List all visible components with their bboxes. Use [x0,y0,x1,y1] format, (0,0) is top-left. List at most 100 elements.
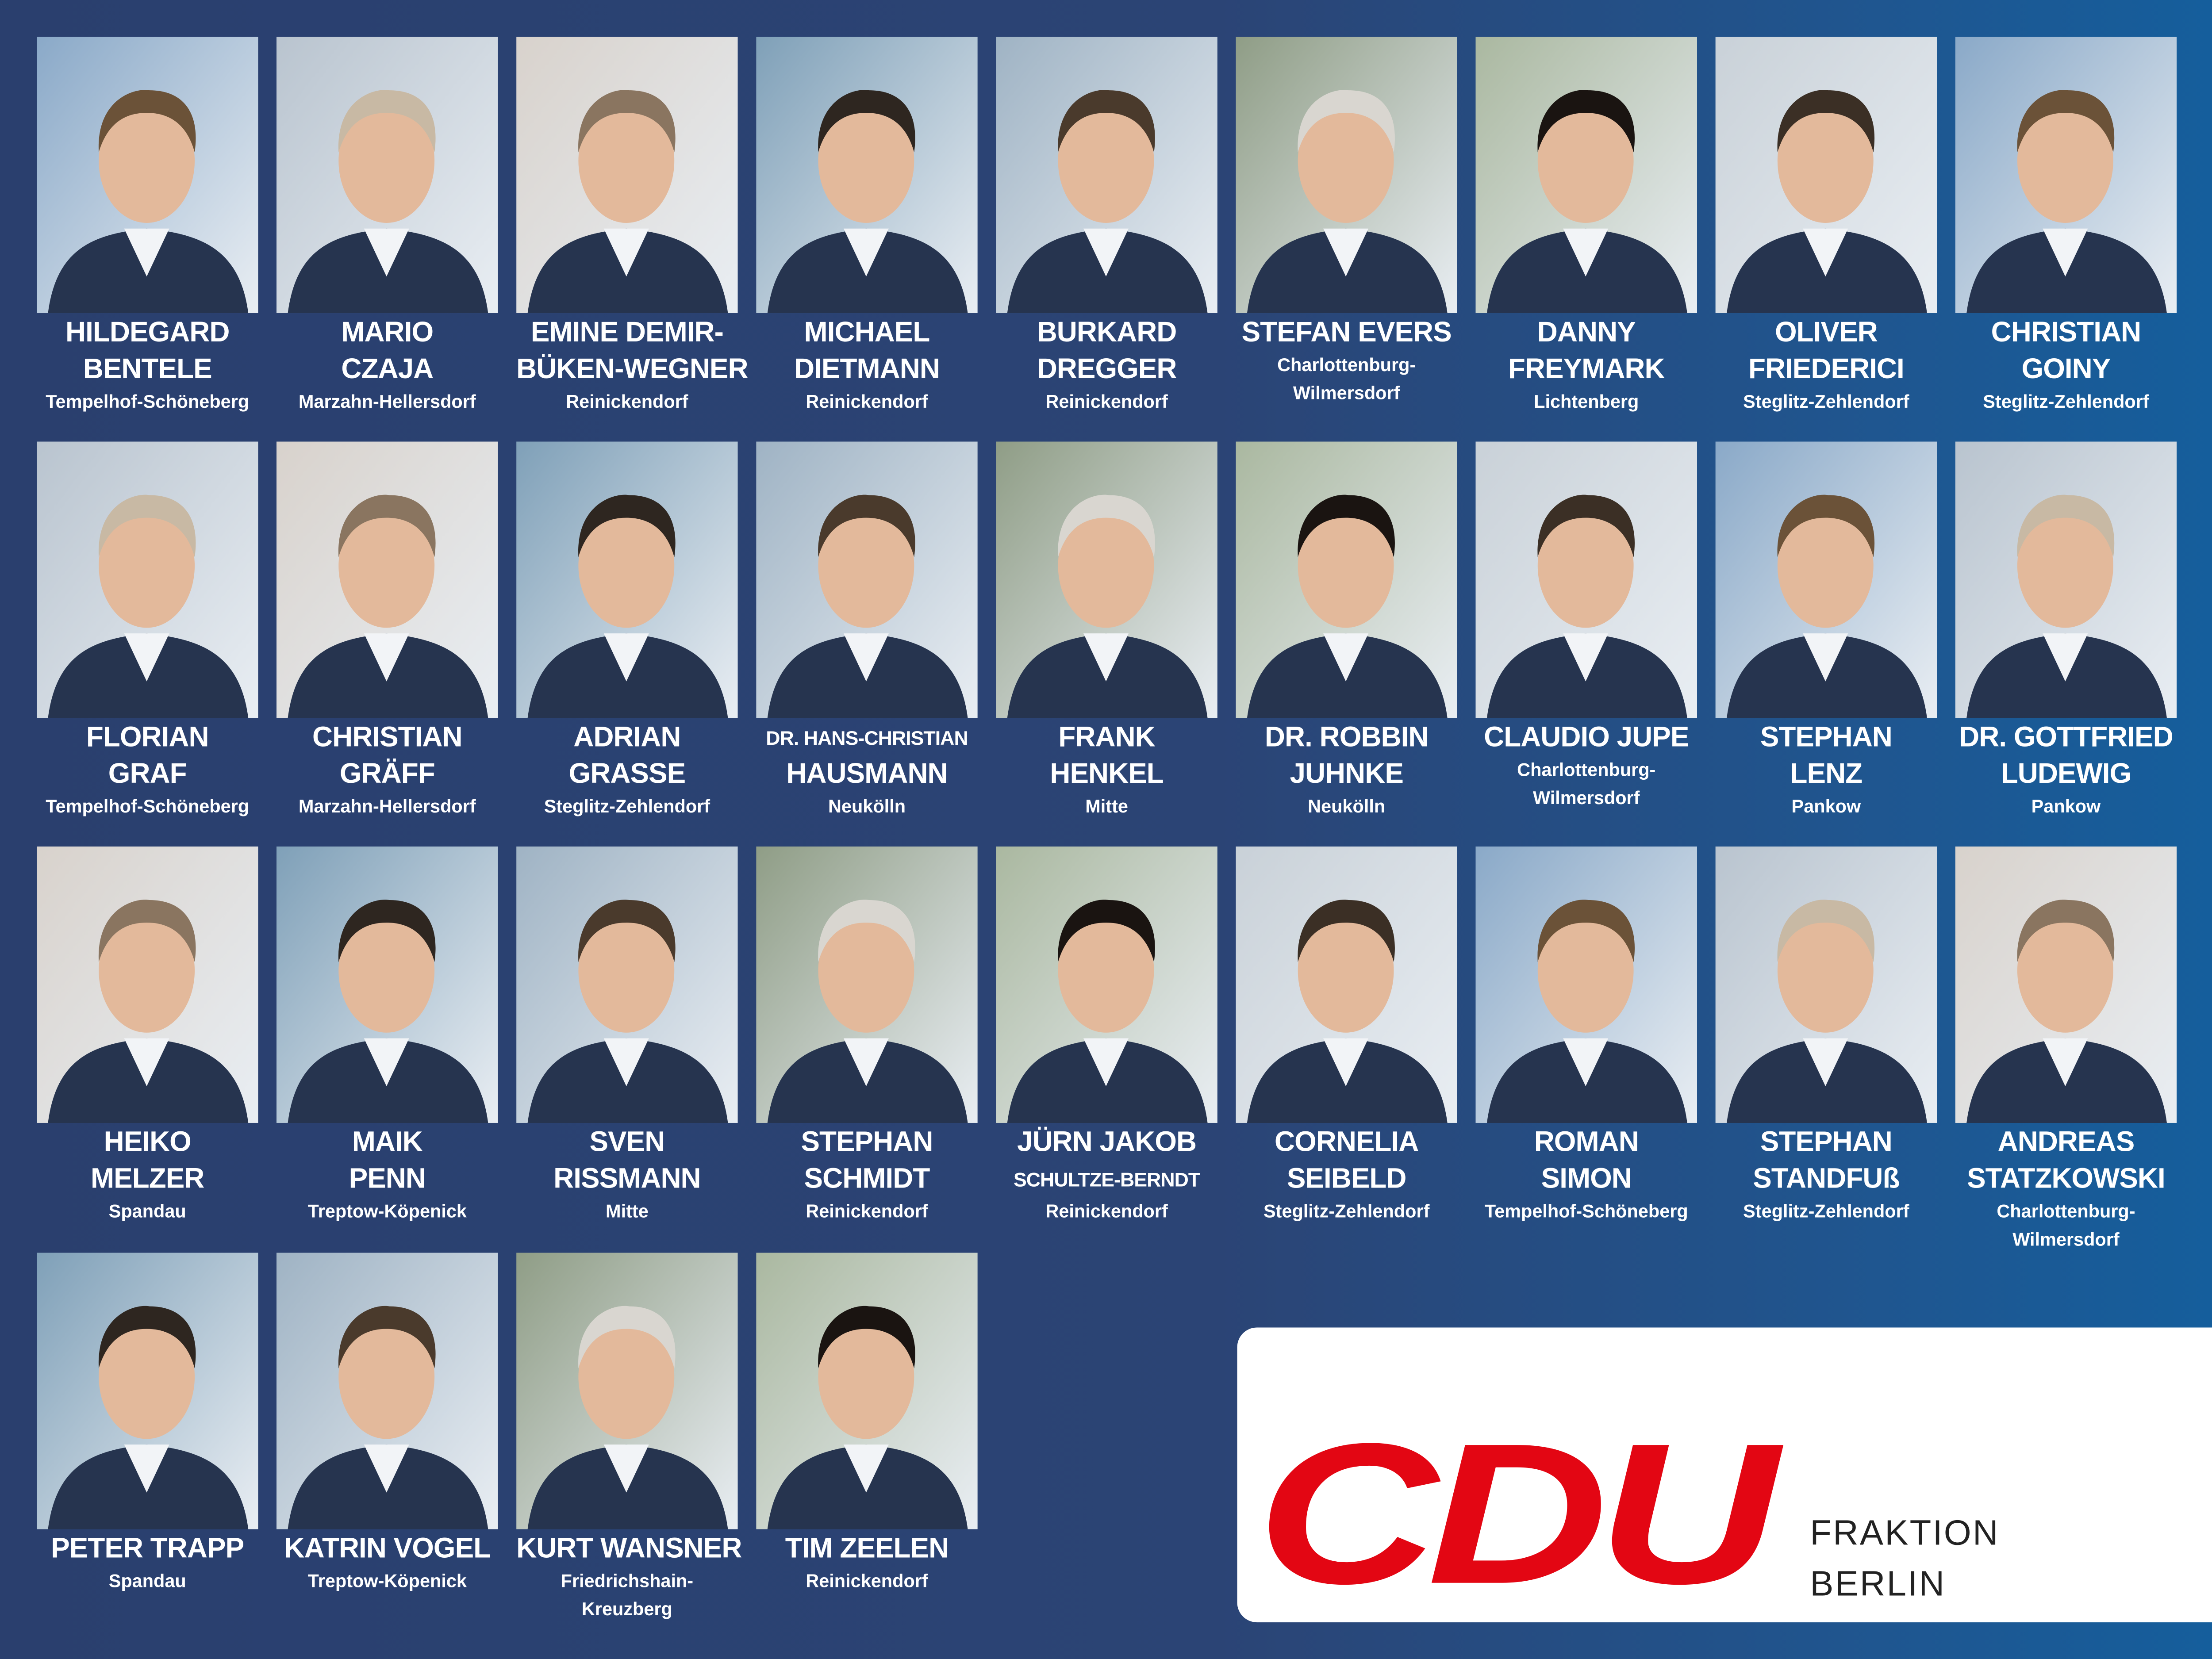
member-card: STEPHAN SCHMIDT Reinickendorf [756,846,978,1225]
member-card: ANDREAS STATZKOWSKI Charlottenburg- Wilmers… [1955,846,2177,1253]
portrait [276,36,498,314]
member-card: FRANK HENKEL Mitte [996,441,1217,820]
district-block: Pankow [1955,793,2177,820]
district-block: Spandau [37,1198,258,1225]
member-name: GRÄFF [339,759,435,790]
portrait-art [1236,441,1458,718]
member-card: DANNY FREYMARK Lichtenberg [1475,36,1697,415]
member-name: DR. ROBBIN [1264,722,1429,754]
member-card: CHRISTIAN GOINY Steglitz-Zehlendorf [1955,36,2177,415]
member-name: HEIKO [104,1127,192,1158]
portrait [996,846,1217,1123]
member-name-block: DR. HANS-CHRISTIAN HAUSMANN [756,722,978,791]
portrait-art [1955,36,2177,314]
member-district: Reinickendorf [566,391,688,412]
member-name-block: DANNY FREYMARK [1475,318,1697,387]
member-name: JUHNKE [1290,759,1403,790]
portrait [1475,846,1697,1123]
district-block: Mitte [996,793,1217,820]
portrait-art [1715,846,1937,1123]
portrait [1236,36,1458,314]
member-district: Charlottenburg- [1997,1200,2135,1222]
member-name-block: TIM ZEELEN [756,1533,978,1566]
district-block: Steglitz-Zehlendorf [516,793,738,820]
member-district: Pankow [2031,795,2101,817]
member-name: STEPHAN [801,1127,933,1158]
portrait-art [276,441,498,718]
member-card: EMINE DEMIR- BÜKEN-WEGNER Reinickendorf [516,36,749,415]
portrait-art [276,1253,498,1529]
member-name-block: EMINE DEMIR- BÜKEN-WEGNER [516,318,749,387]
district-block: Lichtenberg [1475,388,1697,415]
portrait [276,1253,498,1529]
member-name: CLAUDIO JUPE [1484,722,1689,754]
portrait [1475,36,1697,314]
member-name-block: MICHAEL DIETMANN [756,318,978,387]
member-card: HILDEGARD BENTELE Tempelhof-Schöneberg [36,36,258,415]
member-district: Marzahn-Hellersdorf [298,391,476,412]
member-name-block: BURKARD DREGGER [996,318,1217,387]
district-block: Steglitz-Zehlendorf [1955,388,2177,415]
member-card: KURT WANSNER Friedrichshain- Kreuzberg [516,1253,742,1622]
member-district: Steglitz-Zehlendorf [544,795,710,817]
member-card: MARIO CZAJA Marzahn-Hellersdorf [276,36,498,415]
portrait-art [276,36,498,314]
district-block: Mitte [516,1198,738,1225]
member-name: DIETMANN [794,354,940,385]
member-name: CZAJA [341,354,434,385]
portrait [756,846,978,1123]
portrait [756,1253,978,1529]
member-card: OLIVER FRIEDERICI Steglitz-Zehlendorf [1715,36,1937,415]
member-name-block: MARIO CZAJA [276,318,498,387]
member-card: STEFAN EVERS Charlottenburg- Wilmersdorf [1236,36,1458,406]
member-name: GRASSE [568,759,686,790]
portrait [1236,846,1458,1123]
portrait-art [516,441,738,718]
member-name: STEPHAN [1760,1127,1893,1158]
member-district: Tempelhof-Schöneberg [46,391,250,412]
member-name: ADRIAN [573,722,681,754]
member-district: Spandau [108,1570,186,1591]
member-name-block: STEFAN EVERS [1236,318,1457,350]
member-name-block: FRANK HENKEL [996,722,1217,791]
member-name: PENN [349,1164,426,1195]
member-name-block: MAIK PENN [276,1127,498,1196]
member-card: TIM ZEELEN Reinickendorf [756,1253,978,1594]
member-card: SVEN RISSMANN Mitte [516,846,738,1225]
member-name: HILDEGARD [65,317,230,349]
portrait [36,36,258,314]
member-card: PETER TRAPP Spandau [36,1253,258,1594]
portrait-art [996,441,1217,718]
member-district: Wilmersdorf [2012,1229,2120,1250]
member-district: Treptow-Köpenick [307,1570,467,1591]
member-name: TIM ZEELEN [785,1533,949,1565]
member-district: Wilmersdorf [1293,382,1400,404]
logo-text: FRAKTION [1810,1513,2000,1553]
portrait-art [36,36,258,314]
member-name: LUDEWIG [2001,759,2131,790]
member-name-block: ROMAN SIMON [1475,1127,1697,1196]
district-block: Neukölln [1236,793,1457,820]
member-name: STEFAN EVERS [1241,317,1452,349]
member-name-block: STEPHAN SCHMIDT [756,1127,978,1196]
member-card: BURKARD DREGGER Reinickendorf [996,36,1217,415]
member-card: ADRIAN GRASSE Steglitz-Zehlendorf [516,441,738,820]
member-card: CHRISTIAN GRÄFF Marzahn-Hellersdorf [276,441,498,820]
member-name: SCHMIDT [804,1164,930,1195]
member-name: KURT WANSNER [516,1533,742,1565]
member-name-block: DR. ROBBIN JUHNKE [1236,722,1457,791]
member-name: DR. HANS-CHRISTIAN [766,726,968,749]
member-name-block: KATRIN VOGEL [276,1533,498,1566]
district-block: Charlottenburg- Wilmersdorf [1236,351,1457,406]
member-name: ROMAN [1534,1127,1639,1158]
portrait-art [756,846,978,1123]
portrait-art [516,36,738,314]
member-name: RISSMANN [553,1164,701,1195]
member-district: Reinickendorf [806,1200,928,1222]
member-district: Pankow [1791,795,1861,817]
portrait-art [1475,441,1697,718]
logo-text: BERLIN [1810,1564,1946,1604]
member-name: BÜKEN-WEGNER [516,354,749,385]
portrait-art [756,441,978,718]
member-district: Reinickendorf [1045,1200,1168,1222]
